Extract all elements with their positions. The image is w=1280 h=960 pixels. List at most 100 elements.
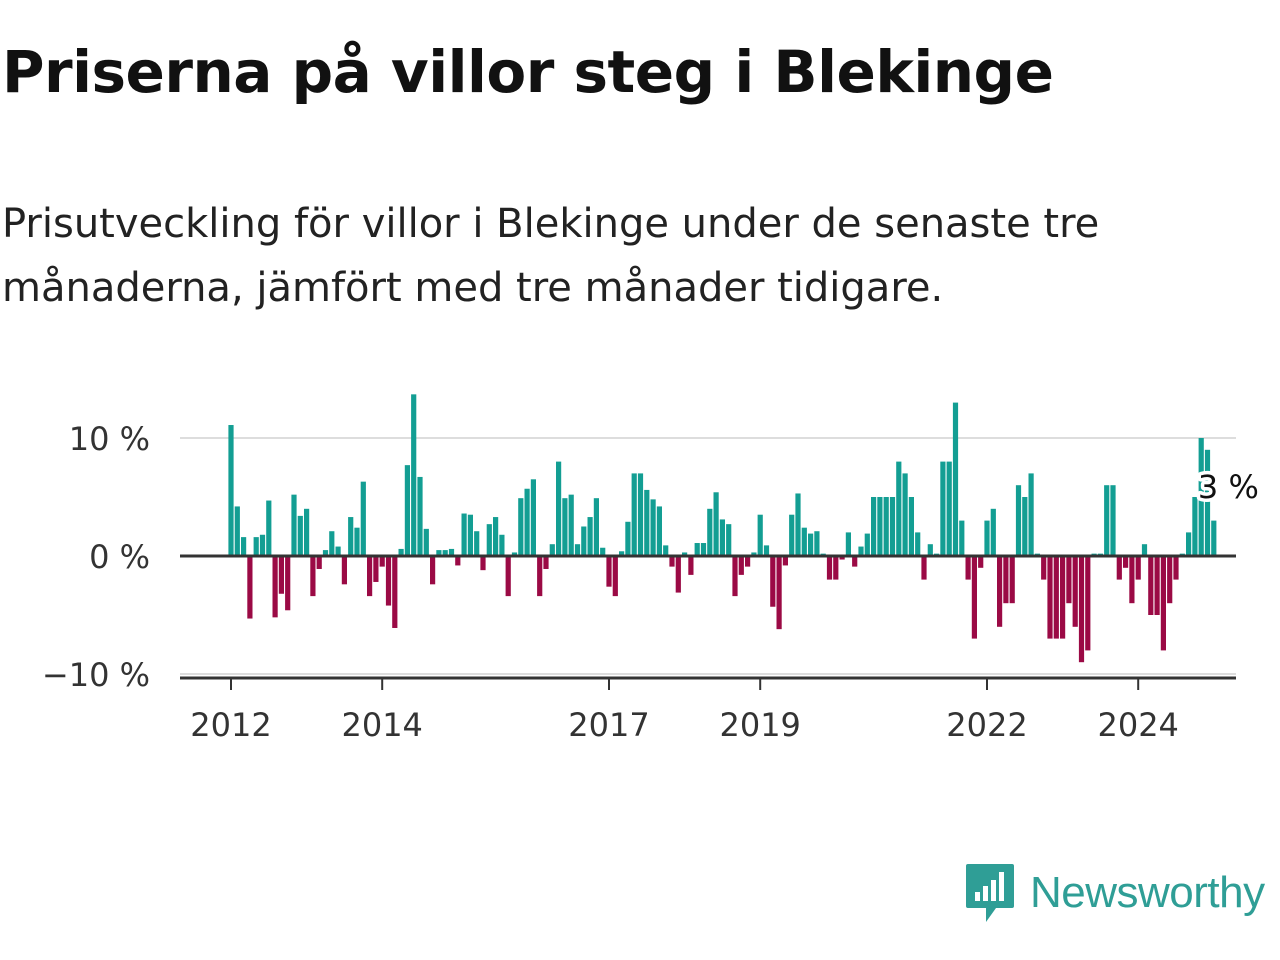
bar — [511, 552, 518, 556]
bar — [341, 556, 347, 585]
bar — [1141, 544, 1148, 556]
bars — [228, 394, 1217, 663]
bar — [581, 526, 587, 556]
bar — [877, 497, 883, 556]
bar — [839, 556, 845, 560]
bar — [518, 498, 524, 556]
bar — [1154, 556, 1160, 615]
bar — [499, 534, 505, 556]
bar — [392, 556, 398, 628]
bar — [675, 556, 681, 593]
bar — [266, 500, 272, 556]
bar — [808, 533, 814, 556]
bar — [291, 494, 297, 556]
bar — [656, 506, 662, 556]
bar — [631, 473, 637, 556]
bar — [442, 550, 448, 556]
bar — [990, 508, 996, 556]
bar — [751, 552, 757, 556]
bar — [1192, 497, 1198, 556]
bar — [871, 497, 877, 556]
bar — [360, 481, 366, 556]
bar — [845, 532, 851, 556]
bar — [606, 556, 612, 587]
brand-name: Newsworthy — [1030, 868, 1265, 917]
bar — [1160, 556, 1166, 651]
bar — [493, 517, 499, 556]
x-tick-label: 2019 — [719, 706, 800, 744]
bar — [757, 514, 763, 556]
bar — [940, 461, 946, 556]
bar — [430, 556, 436, 585]
bar — [486, 524, 492, 556]
bar — [1009, 556, 1015, 604]
bar — [738, 556, 744, 575]
bar — [329, 531, 335, 556]
bar — [373, 556, 379, 582]
bar — [1129, 556, 1135, 604]
bar — [1060, 556, 1066, 639]
bar — [587, 517, 593, 556]
bar — [1173, 556, 1179, 580]
bar — [316, 556, 322, 569]
last-value-annotation: 3 % — [1194, 465, 1262, 510]
bar — [984, 520, 990, 556]
bar — [310, 556, 316, 597]
bar — [1167, 556, 1173, 604]
bar — [732, 556, 738, 597]
bar — [726, 524, 732, 556]
bar — [379, 556, 385, 567]
bar — [946, 461, 952, 556]
bar — [644, 489, 650, 556]
bar — [770, 556, 776, 607]
bar — [448, 548, 455, 556]
bar — [474, 531, 480, 556]
newsworthy-logo-icon — [966, 864, 1014, 922]
bar — [367, 556, 373, 597]
bar — [719, 519, 725, 556]
bar — [612, 556, 618, 597]
bar — [852, 556, 858, 567]
x-tick-label: 2024 — [1097, 706, 1178, 744]
bar — [971, 556, 977, 639]
bar — [1053, 556, 1059, 639]
bar-chart: 10 % 0 % −10 % 2012 2014 2017 2019 2022 2024 3 … — [42, 394, 1262, 744]
y-tick-label: 0 % — [89, 538, 150, 576]
bar — [385, 556, 392, 606]
bar — [467, 514, 473, 556]
bar — [1028, 473, 1034, 556]
bar — [455, 556, 461, 566]
bar — [593, 498, 599, 556]
bar — [858, 546, 864, 556]
bar — [241, 537, 247, 556]
bar — [404, 465, 410, 556]
x-tick-label: 2022 — [946, 706, 1027, 744]
bar — [902, 473, 908, 556]
x-tick-label: 2014 — [341, 706, 422, 744]
bar — [1204, 449, 1211, 556]
bar — [795, 493, 801, 556]
bar — [745, 556, 751, 567]
x-tick-label: 2017 — [568, 706, 649, 744]
bar — [1110, 485, 1116, 556]
bar — [669, 556, 675, 567]
bar — [417, 476, 423, 556]
x-tick-label: 2012 — [190, 706, 271, 744]
bar — [1022, 497, 1028, 556]
bar — [801, 527, 807, 556]
bar — [600, 547, 606, 556]
bar — [556, 461, 562, 556]
bar — [864, 533, 870, 556]
bar — [322, 550, 329, 556]
bar — [1015, 485, 1022, 556]
bar — [1186, 532, 1192, 556]
bar — [1148, 556, 1154, 615]
bar — [524, 488, 530, 556]
bar — [574, 544, 581, 556]
bar — [278, 556, 284, 594]
bar — [398, 548, 404, 556]
bar — [1198, 438, 1204, 556]
bar — [694, 543, 700, 556]
bar — [1047, 556, 1053, 639]
bar — [1085, 556, 1091, 651]
